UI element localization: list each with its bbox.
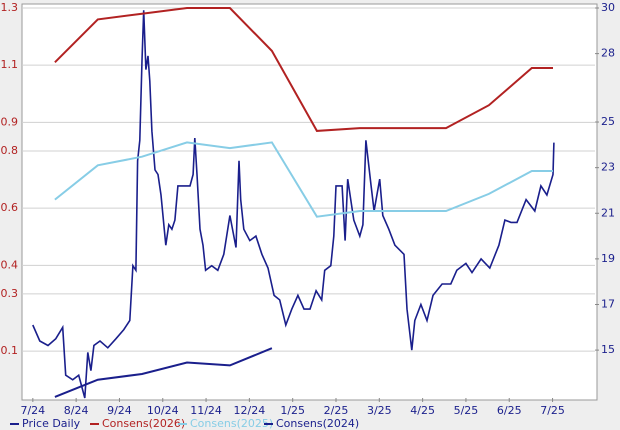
y-tick-label: 0.8 xyxy=(1,144,19,157)
y-tick-label: 1.3 xyxy=(1,1,19,14)
series-line xyxy=(32,10,555,399)
x-tick-label: 5/25 xyxy=(454,404,479,417)
series-line xyxy=(54,347,273,398)
x-tick-label: 12/24 xyxy=(234,404,266,417)
y2-tick-label: 30 xyxy=(601,1,615,14)
y2-tick-label: 23 xyxy=(601,161,615,174)
legend-label: Consens(2025) xyxy=(190,417,273,430)
x-tick-label: 10/24 xyxy=(147,404,179,417)
y2-tick-label: 21 xyxy=(601,206,615,219)
y2-tick-label: 25 xyxy=(601,115,615,128)
y-tick-label: 0.6 xyxy=(1,201,19,214)
y2-tick-label: 28 xyxy=(601,47,615,60)
legend-label: Price Daily xyxy=(22,417,81,430)
y2-tick-label: 19 xyxy=(601,252,615,265)
y-tick-label: 0.1 xyxy=(1,344,19,357)
legend-label: Consens(2026) xyxy=(102,417,185,430)
y2-tick-label: 15 xyxy=(601,343,615,356)
y-tick-label: 0.9 xyxy=(1,115,19,128)
series-line xyxy=(54,141,553,218)
x-tick-label: 1/25 xyxy=(280,404,305,417)
y2-tick-label: 17 xyxy=(601,297,615,310)
series-line xyxy=(54,7,553,132)
x-tick-label: 6/25 xyxy=(497,404,522,417)
x-tick-label: 9/24 xyxy=(107,404,132,417)
y-tick-label: 1.1 xyxy=(1,58,19,71)
y-tick-label: 0.4 xyxy=(1,258,19,271)
plot-area xyxy=(21,3,598,401)
y-tick-label: 0.3 xyxy=(1,287,19,300)
x-tick-label: 2/25 xyxy=(324,404,349,417)
x-tick-label: 3/25 xyxy=(367,404,392,417)
x-tick-label: 11/24 xyxy=(190,404,222,417)
legend-label: Consens(2024) xyxy=(276,417,359,430)
x-tick-label: 7/25 xyxy=(540,404,565,417)
x-tick-label: 7/24 xyxy=(20,404,45,417)
x-tick-label: 8/24 xyxy=(64,404,89,417)
x-tick-label: 4/25 xyxy=(410,404,435,417)
